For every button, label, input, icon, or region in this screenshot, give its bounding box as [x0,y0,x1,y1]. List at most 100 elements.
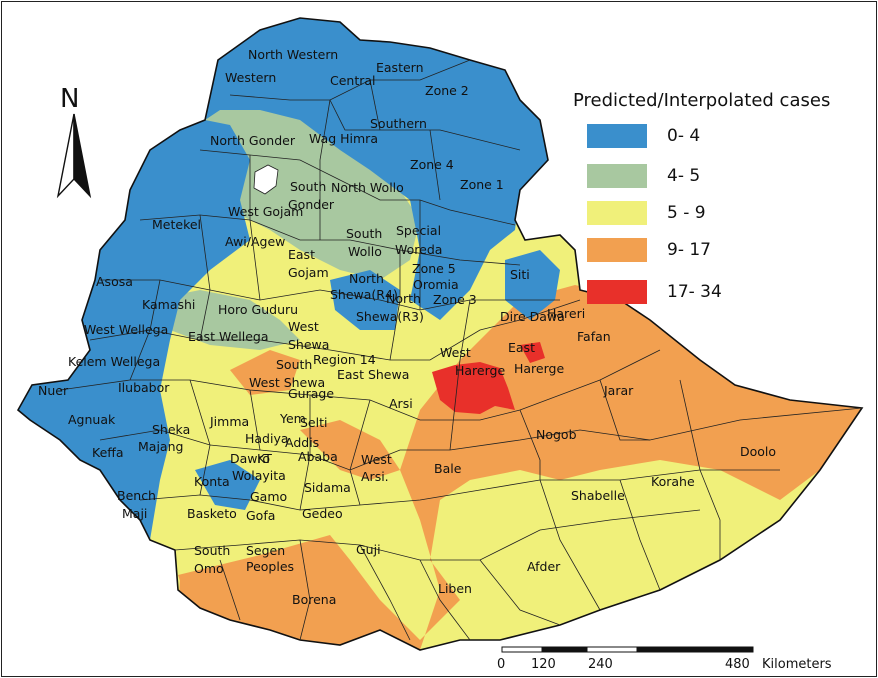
class-17-34-area [432,362,515,414]
region-label: Metekel [152,217,202,232]
region-label: Jarar [604,383,634,398]
region-label: Selti [300,415,328,430]
region-label: Keffa [92,445,124,460]
class-0-4-area-east [505,250,560,320]
scale-bar-tick-label: 480 [725,657,750,672]
class-0-4-area-center [330,270,400,330]
region-label: Awi/Agew [225,234,286,249]
class-9-17-area-center [230,350,300,395]
class-4-5-area-south [150,290,300,350]
region-label: Fafan [577,329,611,344]
region-label: South [194,543,231,558]
region-label: Jimma [210,414,250,429]
class-0-4-area-north [205,18,548,320]
region-label: Majang [138,439,184,454]
region-label: North [349,271,384,286]
region-label: Shabelle [571,488,625,503]
region-label: Siti [510,267,530,282]
region-label: Asosa [96,274,133,289]
region-label: North Gonder [210,133,295,148]
region-label: Kamashi [142,297,196,312]
lake-tana [253,164,279,195]
legend-swatch [587,164,647,188]
region-label: Borena [292,592,337,607]
region-label: North Western [248,47,339,62]
region-label: Shewa(R4) [330,287,398,302]
region-label: Kelem Wellega [68,354,161,369]
legend-label: 4- 5 [667,166,701,186]
region-label: Segen [246,543,286,558]
region-label: Woreda [395,242,443,257]
region-label: Shewa(R3) [356,309,424,324]
region-label: South [290,179,327,194]
region-label: Zone 3 [433,292,477,307]
region-label: Arsi. [361,469,389,484]
region-label: Gofa [246,508,276,523]
legend-swatch [587,280,647,304]
region-label: West [288,319,319,334]
legend-swatch [587,238,647,262]
region-label: Ilubabor [118,380,170,395]
class-9-17-area-southwest [178,535,350,640]
region-label: West [361,452,392,467]
region-label: Western [225,70,277,85]
region-label: East [508,340,535,355]
region-label: Maji [122,506,148,521]
region-label: West Shewa [249,375,326,390]
country-outline [16,17,864,651]
zone-boundaries [59,59,863,641]
region-label: East Shewa [337,367,410,382]
region-label: West Gojam [228,204,304,219]
region-label: Peoples [246,559,295,574]
region-label: Region 14 [313,352,376,367]
region-label: Wollo [348,244,382,259]
region-label: Eastern [376,60,424,75]
region-label: Zone 1 [460,177,504,192]
region-label: North [386,291,421,306]
region-label: Harerge [514,361,565,376]
legend-label: 17- 34 [667,282,722,302]
region-label: KT [257,451,272,466]
scale-bar-tick-label: 240 [588,657,613,672]
region-label: Arsi [389,396,413,411]
region-label: Yem [280,411,306,426]
region-label: Basketo [187,506,237,521]
region-label: Central [330,73,376,88]
region-label: Konta [194,474,230,489]
region-label: Korahe [651,474,695,489]
region-label: Wolayita [232,468,286,483]
region-label: Gedeo [302,506,343,521]
region-label: Sidama [304,480,351,495]
region-label: East [288,247,315,262]
region-label: Nuer [38,383,69,398]
region-label: Gojam [288,265,329,280]
legend-swatch [587,201,647,225]
region-label: Harerge [455,363,506,378]
region-label: Shewa [288,337,330,352]
region-label: Hadiya [245,431,289,446]
region-label: South [346,226,383,241]
north-arrow-icon [56,113,92,199]
legend-label: 0- 4 [667,126,701,146]
region-label: Special [396,223,442,238]
region-label: Afder [527,559,561,574]
region-label: Ababa [298,449,338,464]
legend-title: Predicted/Interpolated cases [573,90,831,111]
region-label: Nogob [536,427,577,442]
class-9-17-area [178,285,862,650]
legend-label: 5 - 9 [667,203,706,223]
region-label: Zone 5 [412,261,456,276]
region-label: Horo Guduru [218,302,299,317]
scale-bar-tick-label: 0 [497,657,506,672]
region-label: Sheka [152,422,191,437]
region-label: Gonder [288,197,335,212]
class-0-4-area-west [18,120,250,540]
region-label: Oromia [413,277,459,292]
region-label: Dawro [230,451,271,466]
legend-swatch [587,124,647,148]
region-label: Bale [434,461,462,476]
region-label: Doolo [740,444,777,459]
region-label: Liben [438,581,472,596]
